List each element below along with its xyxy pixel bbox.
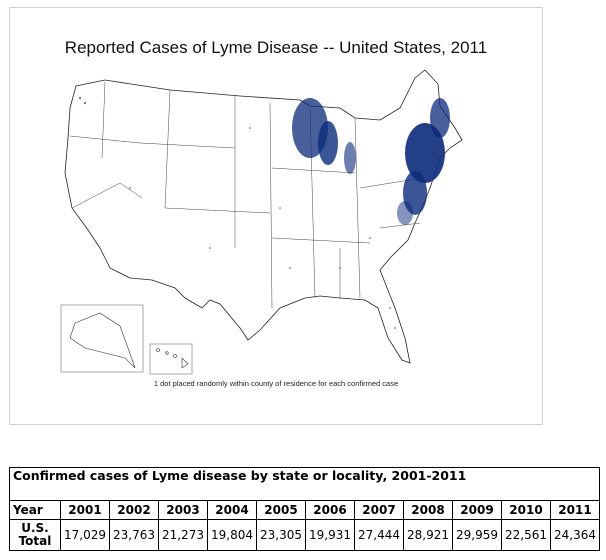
total-cell: 23,763 bbox=[109, 519, 159, 551]
total-cell: 19,931 bbox=[305, 519, 355, 551]
us-map-graphic bbox=[60, 69, 463, 375]
total-cell: 21,273 bbox=[158, 519, 208, 551]
us-total-header: U.S. Total bbox=[9, 519, 61, 551]
year-cell: 2010 bbox=[501, 500, 551, 520]
total-cell: 22,561 bbox=[501, 519, 551, 551]
lyme-cases-table: Confirmed cases of Lyme disease by state… bbox=[9, 467, 600, 551]
year-cell: 2009 bbox=[452, 500, 502, 520]
year-cell: 2002 bbox=[109, 500, 159, 520]
total-cell: 19,804 bbox=[207, 519, 257, 551]
total-cell: 17,029 bbox=[60, 519, 110, 551]
map-caption: 1 dot placed randomly within county of r… bbox=[153, 379, 399, 388]
year-cell: 2006 bbox=[305, 500, 355, 520]
total-cell: 29,959 bbox=[452, 519, 502, 551]
year-cell: 2003 bbox=[158, 500, 208, 520]
total-cell: 27,444 bbox=[354, 519, 404, 551]
lyme-disease-map: Reported Cases of Lyme Disease -- United… bbox=[9, 7, 543, 425]
hawaii-inset bbox=[149, 343, 193, 375]
year-cell: 2001 bbox=[60, 500, 110, 520]
year-cell: 2008 bbox=[403, 500, 453, 520]
total-cell: 28,921 bbox=[403, 519, 453, 551]
table-row-us-total: U.S. Total 17,029 23,763 21,273 19,804 2… bbox=[9, 519, 600, 551]
total-cell: 23,305 bbox=[256, 519, 306, 551]
us-outline bbox=[64, 69, 463, 364]
year-cell: 2007 bbox=[354, 500, 404, 520]
year-cell: 2005 bbox=[256, 500, 306, 520]
table-caption: Confirmed cases of Lyme disease by state… bbox=[9, 467, 600, 501]
alaska-inset bbox=[60, 304, 144, 373]
year-cell: 2011 bbox=[550, 500, 600, 520]
year-cell: 2004 bbox=[207, 500, 257, 520]
year-header: Year bbox=[9, 500, 61, 520]
table-header-row: Year 2001 2002 2003 2004 2005 2006 2007 … bbox=[9, 500, 600, 520]
map-title: Reported Cases of Lyme Disease -- United… bbox=[64, 38, 488, 57]
total-cell: 24,364 bbox=[550, 519, 600, 551]
